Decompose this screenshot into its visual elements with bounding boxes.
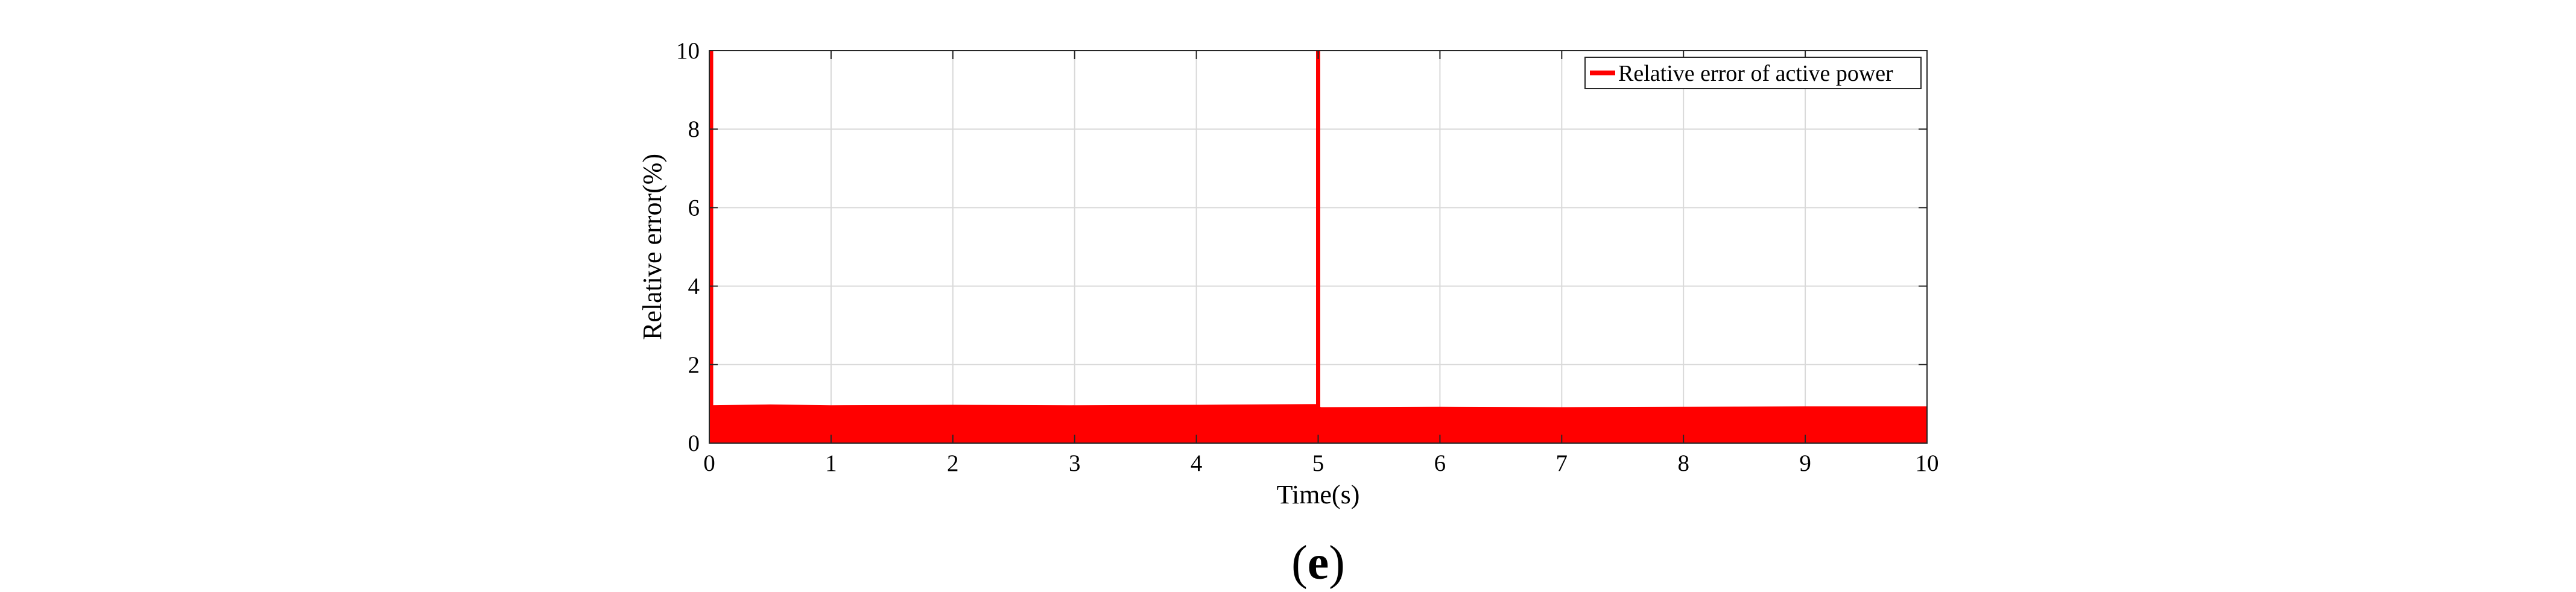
x-tick-label: 5 [1312, 450, 1324, 476]
legend: Relative error of active power [1584, 57, 1922, 89]
plot-data [709, 51, 1928, 444]
x-tick-label: 8 [1677, 450, 1689, 476]
y-tick-label: 2 [688, 352, 700, 378]
legend-box [1584, 57, 1922, 89]
x-tick-label: 1 [825, 450, 837, 476]
x-tick-label: 7 [1556, 450, 1568, 476]
panel-label-letter: e [1308, 537, 1329, 590]
panel-label: (e) [1291, 537, 1345, 590]
legend-label: Relative error of active power [1618, 61, 1893, 86]
y-tick-label: 6 [688, 195, 700, 221]
x-tick-label: 3 [1069, 450, 1081, 476]
y-tick-label: 0 [688, 430, 700, 456]
x-tick-label: 2 [947, 450, 959, 476]
x-tick-label: 9 [1799, 450, 1811, 476]
x-tick-label: 6 [1434, 450, 1446, 476]
y-tick-label: 4 [688, 274, 700, 300]
y-axis-label: Relative error(%) [638, 154, 667, 340]
y-tick-label: 8 [688, 116, 700, 142]
x-tick-label: 4 [1191, 450, 1203, 476]
x-tick-label: 0 [703, 450, 715, 476]
x-tick-label: 10 [1916, 450, 1939, 476]
y-tick-label: 10 [676, 38, 700, 64]
axis-ticks: 0 1 2 3 4 5 6 7 8 9 10 0 2 4 6 8 10 [676, 38, 1939, 476]
panel-label-close: ) [1329, 537, 1345, 590]
x-axis-label: Time(s) [1277, 480, 1360, 509]
panel-label-open: ( [1291, 537, 1308, 590]
